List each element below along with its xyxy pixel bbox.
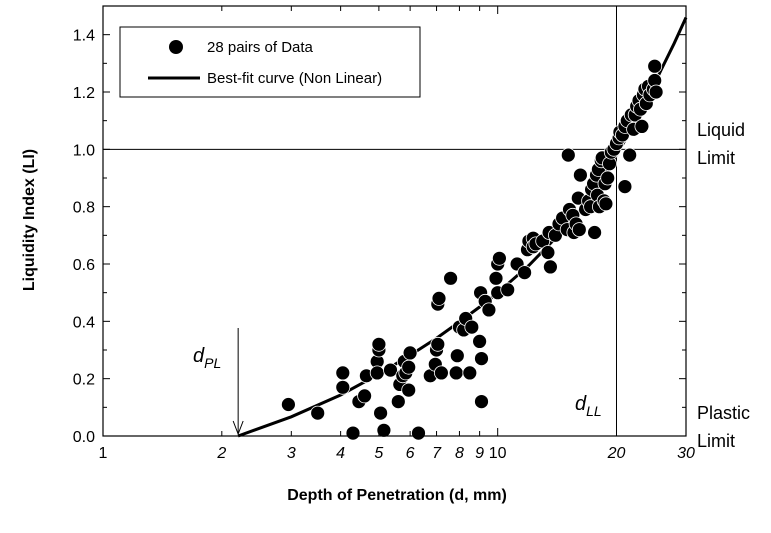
legend-marker-data [169, 40, 183, 54]
data-point [517, 265, 532, 281]
d-ll-label: dLL [575, 393, 602, 419]
legend-box [119, 26, 421, 98]
d-pl-base: d [193, 345, 205, 367]
y-tick-label: 1.2 [73, 85, 95, 102]
data-point [560, 147, 576, 163]
legend-label-data: 28 pairs of Data [207, 39, 314, 56]
data-point [472, 333, 488, 349]
data-point [543, 259, 558, 275]
data-point [357, 388, 373, 404]
data-point [598, 196, 614, 212]
x-tick-label: 30 [677, 445, 695, 462]
data-point [345, 425, 361, 441]
data-point [464, 319, 480, 335]
d-pl-sub: PL [204, 355, 221, 371]
data-point [373, 405, 389, 421]
x-tick-label: 7 [432, 445, 442, 462]
data-point [474, 351, 489, 367]
data-point [488, 270, 504, 286]
data-point [448, 365, 464, 381]
liquid-limit-label-line1: Liquid [697, 120, 745, 140]
x-tick-label: 6 [406, 445, 415, 462]
y-tick-label: 0.0 [73, 429, 95, 446]
data-point [430, 336, 446, 352]
d-ll-sub: LL [586, 403, 602, 419]
y-tick-label: 0.2 [73, 372, 95, 389]
data-point [431, 290, 447, 306]
x-tick-label: 1 [99, 445, 108, 462]
data-point [474, 394, 489, 410]
y-tick-label: 1.4 [73, 28, 95, 45]
legend-label-curve: Best-fit curve (Non Linear) [207, 70, 382, 87]
y-tick-label: 0.8 [73, 200, 95, 217]
data-point [634, 119, 650, 134]
data-point [401, 382, 417, 398]
data-point [433, 365, 449, 381]
x-tick-label: 8 [455, 445, 464, 462]
data-point [390, 394, 406, 410]
x-tick-label: 5 [374, 445, 383, 462]
data-point [383, 362, 398, 378]
data-point [571, 222, 587, 238]
data-point [449, 348, 465, 364]
data-point [462, 365, 478, 381]
plastic-limit-label-line2: Limit [697, 431, 735, 451]
data-point [648, 84, 664, 100]
data-point [369, 365, 385, 381]
data-point [376, 422, 392, 438]
d-pl-arrow-head [232, 420, 244, 436]
y-axis-title: Liquidity Index (LI) [21, 149, 38, 291]
data-point [402, 345, 418, 361]
liquid-limit-label-line2: Limit [697, 148, 735, 168]
data-point [335, 365, 351, 381]
data-point [411, 425, 426, 441]
y-tick-label: 1.0 [73, 142, 95, 159]
y-tick-label: 0.4 [73, 314, 95, 331]
data-point [587, 225, 602, 240]
data-point [443, 270, 459, 286]
d-pl-label: dPL [193, 345, 221, 371]
data-point [280, 397, 296, 412]
x-axis-title: Depth of Penetration (d, mm) [287, 487, 507, 504]
plot-frame [102, 5, 687, 437]
plastic-limit-label-line1: Plastic [697, 403, 750, 423]
plot-content [103, 6, 688, 441]
legend: 28 pairs of Data Best-fit curve (Non Lin… [119, 26, 421, 98]
x-tick-label: 2 [216, 445, 226, 462]
data-point [617, 179, 633, 195]
data-point [491, 250, 507, 266]
data-point [500, 282, 516, 298]
data-point [622, 147, 638, 163]
data-point [600, 170, 616, 186]
y-tick-label: 0.6 [73, 257, 95, 274]
data-point [371, 336, 387, 352]
d-ll-base: d [575, 393, 587, 415]
data-point [647, 58, 663, 74]
data-point [481, 302, 497, 318]
x-tick-label: 9 [475, 445, 484, 462]
data-point [401, 359, 417, 375]
data-point [310, 405, 326, 421]
x-tick-label: 4 [336, 445, 345, 462]
x-tick-label: 10 [489, 445, 507, 462]
x-tick-label: 20 [607, 445, 626, 462]
data-point [335, 379, 351, 395]
data-point [573, 167, 588, 183]
axes: 0.0 0.2 0.4 0.6 0.8 1.0 1.2 1.4 1 2 3 4 5 6 7 8 9 10 20 30 [73, 5, 695, 462]
data-point [540, 245, 556, 260]
x-tick-label: 3 [287, 445, 296, 462]
